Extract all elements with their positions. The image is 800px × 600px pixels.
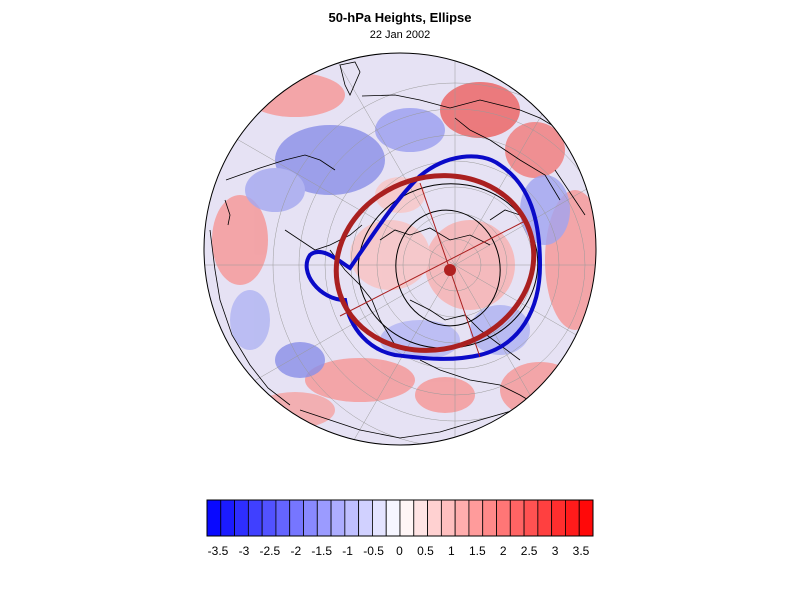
vortex-center-marker [444, 264, 456, 276]
colorbar-bin [578, 499, 594, 537]
colorbar-bin [565, 499, 580, 537]
colorbar-bin [427, 499, 442, 537]
colorbar-tick-label: -3 [238, 544, 250, 558]
colorbar-bin [261, 499, 277, 537]
map-title: 50-hPa Heights, Ellipse [328, 10, 472, 25]
colorbar-tick-label: -2.5 [259, 544, 281, 558]
colorbar-bin [509, 499, 525, 537]
colorbar-bin [523, 499, 539, 537]
colorbar-tick-label: 0 [396, 544, 403, 558]
colorbar-bin [206, 499, 222, 537]
colorbar-bin [247, 499, 263, 537]
colorbar-tick-label: 2 [499, 544, 507, 558]
colorbar-bin [358, 499, 373, 537]
meridian-line [204, 114, 456, 266]
meridian-line [454, 114, 596, 266]
colorbar-bin [330, 499, 346, 537]
meridian-line [454, 53, 596, 266]
colorbar-bin [537, 499, 553, 537]
colorbar-tick-label: -1.5 [311, 544, 333, 558]
colorbar-tick-label: -2 [290, 544, 302, 558]
meridian-line [454, 264, 596, 445]
colorbar-tick-label: 3.5 [572, 544, 590, 558]
colorbar-bin [482, 499, 497, 537]
colorbar-tick-label: -3.5 [207, 544, 229, 558]
map-boundary [203, 52, 597, 446]
colorbar-tick-label: -1 [342, 544, 353, 558]
colorbar-bin [454, 499, 470, 537]
colorbar-bin [234, 499, 249, 537]
colorbar-bin [413, 499, 428, 537]
colorbar-bin [551, 499, 566, 537]
colorbar-bin [372, 499, 387, 537]
fitted-ellipse [333, 173, 537, 353]
colorbar-tick-label: 1 [448, 544, 455, 558]
map-date: 22 Jan 2002 [369, 29, 431, 41]
colorbar-bin [316, 499, 332, 537]
vortex-edge-contour [304, 154, 543, 361]
colorbar-bin [399, 499, 415, 537]
colorbar-tick-label: 2.5 [520, 544, 538, 558]
colorbar-bin [289, 499, 304, 537]
colorbar-tick-label: 1.5 [468, 544, 486, 558]
colorbar-bin [385, 499, 401, 537]
colorbar-bin [303, 499, 318, 537]
colorbar-bin [440, 499, 456, 537]
colorbar-bin [496, 499, 511, 537]
colorbar-tick-label: -0.5 [363, 544, 384, 558]
colorbar-bin [468, 499, 484, 537]
colorbar-bin [344, 499, 360, 537]
meridian-line [304, 53, 456, 266]
colorbar-tick-label: 0.5 [417, 544, 434, 558]
colorbar-bin [220, 499, 235, 537]
colorbar-tick-label: 3 [551, 544, 559, 558]
colorbar-bin [275, 499, 291, 537]
meridian-line [304, 264, 456, 445]
